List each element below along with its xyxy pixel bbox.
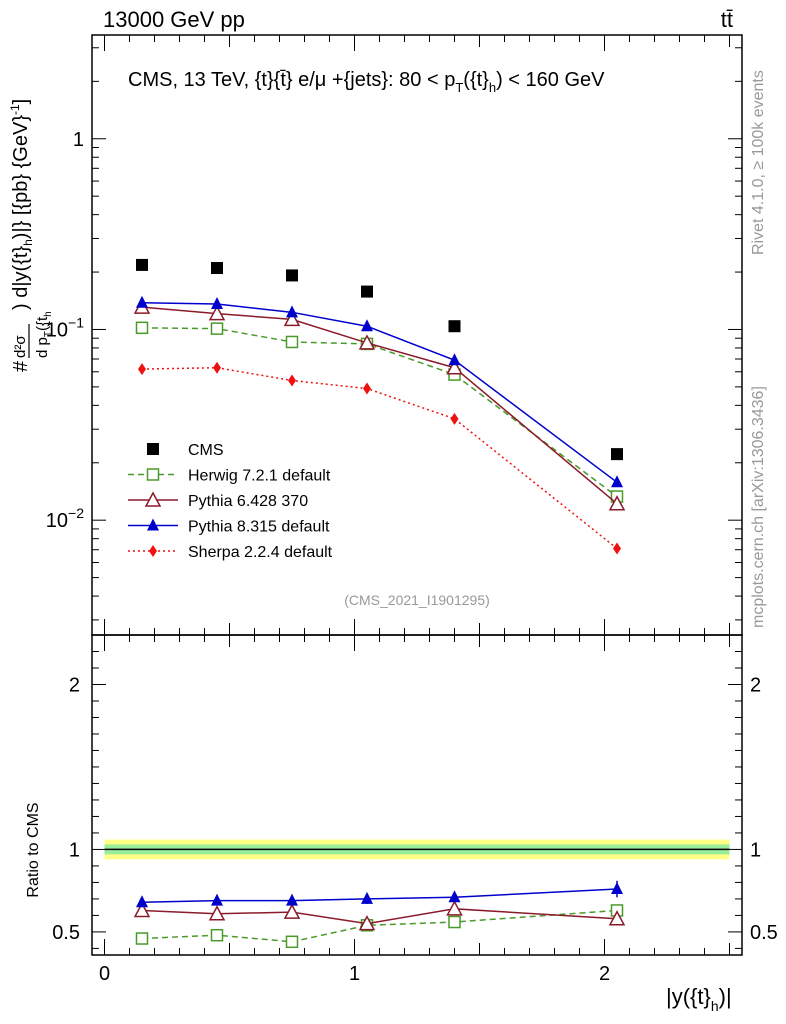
ratio-y-tick-label: 1: [69, 839, 80, 861]
ratio-marker-1: [208, 905, 226, 921]
legend-label-3: Pythia 8.315 default: [188, 519, 330, 536]
series-marker-0: [448, 320, 461, 333]
series-marker-2: [208, 305, 226, 321]
ratio-marker-1: [283, 903, 301, 919]
ratio-marker-0: [135, 932, 149, 945]
series-marker-4: [288, 374, 296, 387]
series-marker-0: [286, 269, 298, 282]
series-marker-3: [286, 305, 298, 318]
ratio-frame: [91, 634, 743, 956]
svg-text:#: #: [10, 360, 32, 372]
svg-text:d pT({th: d pT({th: [34, 311, 54, 358]
series-marker-0: [611, 448, 623, 461]
svg-text:d²σ: d²σ: [12, 335, 29, 358]
legend-marker-1: [146, 468, 160, 481]
series-marker-0: [211, 262, 223, 275]
series-marker-4: [138, 363, 146, 376]
ratio-marker-2: [286, 893, 298, 906]
header-process-label: tt̄: [721, 7, 733, 32]
ratio-marker-2: [361, 891, 373, 904]
main-panel: 10−2 10−1 1 CMS, 13 TeV, {t}{t̄} e/μ +{jets…: [46, 34, 743, 636]
ratio-marker-2: [136, 895, 148, 908]
ratio-line-2: [141, 888, 618, 903]
series-marker-3: [611, 475, 623, 488]
series-marker-4: [363, 382, 371, 395]
legend-label-4: Sherpa 2.2.4 default: [188, 544, 333, 561]
ratio-line-0: [141, 909, 618, 943]
ratio-y-tick-label: 2: [69, 674, 80, 696]
series-marker-4: [450, 412, 459, 425]
legend-marker-0: [147, 443, 159, 455]
series-marker-3: [211, 297, 223, 310]
series-marker-2: [446, 359, 463, 375]
legend-marker-2: [144, 491, 162, 507]
series-marker-1: [210, 322, 224, 335]
ratio-y-tick-label-right: 1: [750, 839, 761, 861]
header-energy-label: 13000 GeV pp: [103, 7, 245, 32]
x-tick-label: 2: [599, 963, 610, 985]
ratio-marker-1: [358, 915, 376, 931]
ratio-marker-0: [448, 915, 461, 929]
series-marker-3: [136, 295, 148, 308]
rivet-version-label: Rivet 4.1.0, ≥ 100k events: [750, 70, 767, 255]
legend-label-0: CMS: [188, 442, 224, 459]
ratio-marker-2: [611, 882, 623, 895]
series-marker-0: [361, 285, 373, 298]
ratio-marker-0: [285, 935, 299, 949]
svg-text:|y({t}h)|: |y({t}h)|: [666, 984, 732, 1014]
ratio-y-tick-label: 0.5: [52, 922, 80, 944]
series-line-1: [141, 327, 618, 498]
legend-marker-4: [149, 545, 157, 557]
series-line-3: [141, 302, 618, 483]
series-marker-1: [135, 321, 149, 335]
analysis-watermark: (CMS_2021_I1901295): [344, 592, 490, 608]
mcplots-label: mcplots.cern.ch [arXiv:1306.3436]: [750, 386, 767, 628]
svg-text:) d|y({t}h)|} [{pb} {GeV}-1]: ) d|y({t}h)|} [{pb} {GeV}-1]: [8, 99, 35, 310]
ratio-marker-1: [133, 901, 151, 918]
chart-title: CMS, 13 TeV, {t}{t̄} e/μ +{jets}: 80 < p…: [128, 69, 605, 95]
ratio-marker-2: [448, 890, 461, 903]
main-y-tick-label: 1: [73, 129, 84, 151]
ratio-panel: 0.5 0.5 1 1 2 2 0 1 2: [52, 634, 778, 985]
legend: CMS Herwig 7.2.1 default Pythia 6.428 370 P…: [128, 442, 333, 561]
series-marker-0: [136, 258, 148, 271]
series-marker-2: [358, 334, 376, 350]
ratio-marker-0: [210, 928, 224, 942]
series-marker-2: [283, 310, 301, 327]
legend-label-1: Herwig 7.2.1 default: [188, 468, 331, 485]
ratio-y-axis-title: Ratio to CMS: [25, 802, 42, 897]
main-y-axis-title: # d²σ d pT({th ) d|y({t}h)|} [{pb} {GeV}…: [8, 99, 54, 372]
ratio-marker-1: [608, 910, 626, 926]
series-marker-1: [285, 335, 299, 349]
ratio-marker-2: [211, 893, 223, 906]
main-y-tick-label: 10−2: [46, 505, 84, 532]
series-marker-3: [448, 353, 461, 366]
x-tick-label: 1: [349, 963, 360, 985]
ratio-y-tick-label-right: 0.5: [750, 922, 778, 944]
ratio-marker-1: [446, 900, 463, 916]
series-line-2: [141, 306, 618, 505]
ratio-y-tick-label-right: 2: [750, 674, 761, 696]
series-marker-2: [608, 495, 626, 511]
legend-marker-3: [147, 518, 159, 531]
series-marker-3: [361, 319, 373, 332]
series-marker-4: [213, 361, 221, 374]
x-axis-title: |y({t}h)|: [666, 984, 732, 1014]
ratio-line-1: [141, 908, 618, 925]
main-y-tick-label: 10−1: [46, 314, 84, 341]
legend-label-2: Pythia 6.428 370: [188, 493, 308, 510]
x-tick-label: 0: [99, 963, 110, 985]
series-marker-4: [613, 542, 621, 555]
